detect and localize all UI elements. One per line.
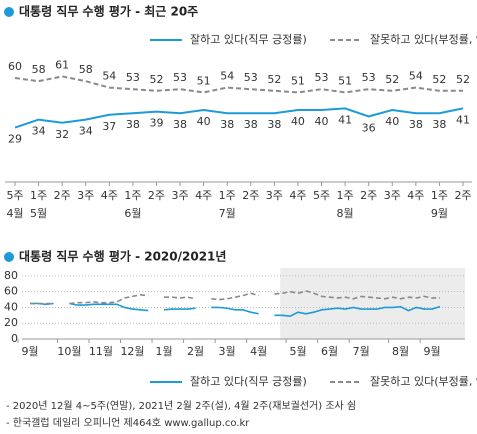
- legend-label: 잘하고 있다(직무 긍정률): [190, 374, 307, 388]
- value-label: 34: [32, 125, 46, 138]
- value-label: 52: [432, 73, 446, 86]
- x-tick-label: 4주: [407, 189, 424, 202]
- x-tick-label: 1주: [30, 189, 47, 202]
- series-line: [14, 75, 463, 94]
- bullet: [4, 7, 14, 17]
- value-label: 29: [8, 133, 22, 146]
- x-tick-label: 8월: [392, 345, 409, 358]
- value-label: 38: [244, 118, 258, 131]
- value-label: 36: [362, 121, 376, 134]
- series-line: [30, 290, 440, 305]
- legend-label: 잘하고 있다(직무 긍정률): [190, 32, 307, 46]
- value-label: 40: [315, 115, 329, 128]
- x-tick-label: 1주: [337, 189, 354, 202]
- value-label: 32: [55, 128, 69, 141]
- value-label: 52: [149, 73, 163, 86]
- y-tick-label: 60: [4, 285, 18, 298]
- value-label: 40: [197, 115, 211, 128]
- series-line: [14, 107, 464, 129]
- x-tick-label: 3주: [266, 189, 283, 202]
- y-tick-label: 0: [11, 332, 18, 345]
- recent-shade: [280, 268, 465, 339]
- value-label: 61: [55, 58, 69, 71]
- x-tick-label: 4주: [289, 189, 306, 202]
- value-label: 51: [338, 74, 352, 87]
- x-tick-label: 6월: [321, 345, 338, 358]
- value-label: 53: [244, 71, 258, 84]
- x-tick-label: 5월: [290, 345, 307, 358]
- value-label: 39: [149, 117, 163, 130]
- value-label: 34: [79, 125, 93, 138]
- x-tick-label: 5주: [313, 189, 330, 202]
- value-label: 38: [432, 118, 446, 131]
- value-label: 41: [456, 113, 470, 126]
- value-label: 52: [385, 73, 399, 86]
- value-label: 54: [409, 70, 423, 83]
- x-tick-label: 2주: [54, 189, 71, 202]
- value-label: 52: [267, 73, 281, 86]
- x-tick-label: 4주: [101, 189, 118, 202]
- value-label: 38: [173, 118, 187, 131]
- value-label: 38: [267, 118, 281, 131]
- value-label: 41: [338, 113, 352, 126]
- month-label: 8월: [337, 207, 354, 220]
- x-tick-label: 11월: [89, 345, 113, 358]
- legend-label: 잘못하고 있다(부정률, %): [370, 32, 477, 46]
- value-label: 58: [32, 63, 46, 76]
- x-tick-label: 3주: [384, 189, 401, 202]
- month-label: 7월: [219, 207, 236, 220]
- value-label: 52: [456, 73, 470, 86]
- value-label: 58: [79, 63, 93, 76]
- x-tick-label: 2주: [242, 189, 259, 202]
- x-tick-label: 9월: [424, 345, 441, 358]
- legend-label: 잘못하고 있다(부정률, %): [370, 374, 477, 388]
- bullet: [4, 252, 14, 262]
- y-tick-label: 20: [4, 316, 18, 329]
- chart-title: 대통령 직무 수행 평가 - 최근 20주: [19, 4, 198, 19]
- x-tick-label: 2주: [454, 189, 471, 202]
- value-label: 54: [220, 70, 234, 83]
- footnote: - 2020년 12월 4~5주(연말), 2021년 2월 2주(설), 4월…: [6, 399, 356, 412]
- value-label: 38: [220, 118, 234, 131]
- x-tick-label: 1주: [124, 189, 141, 202]
- x-tick-label: 3주: [171, 189, 188, 202]
- value-label: 40: [385, 115, 399, 128]
- x-tick-label: 1월: [155, 345, 172, 358]
- month-label: 9월: [431, 207, 448, 220]
- x-tick-label: 3월: [219, 345, 236, 358]
- y-tick-label: 80: [4, 269, 18, 282]
- x-tick-label: 2월: [187, 345, 204, 358]
- value-label: 37: [102, 120, 116, 133]
- value-label: 60: [8, 60, 22, 73]
- value-label: 53: [173, 71, 187, 84]
- chart-title: 대통령 직무 수행 평가 - 2020/2021년: [19, 249, 226, 264]
- x-tick-label: 10월: [57, 345, 81, 358]
- value-label: 38: [409, 118, 423, 131]
- x-tick-label: 7월: [353, 345, 370, 358]
- x-tick-label: 1주: [431, 189, 448, 202]
- month-label: 4월: [6, 207, 23, 220]
- value-label: 40: [291, 115, 305, 128]
- month-label: 6월: [124, 207, 141, 220]
- value-label: 53: [315, 71, 329, 84]
- footnote: - 한국갤럽 데일리 오피니언 제464호 www.gallup.co.kr: [6, 417, 250, 429]
- value-label: 51: [197, 74, 211, 87]
- value-label: 53: [126, 71, 140, 84]
- x-tick-label: 4주: [195, 189, 212, 202]
- value-label: 38: [126, 118, 140, 131]
- x-tick-label: 1주: [219, 189, 236, 202]
- x-tick-label: 2주: [360, 189, 377, 202]
- x-tick-label: 3주: [77, 189, 94, 202]
- x-tick-label: 5주: [6, 189, 23, 202]
- x-tick-label: 2주: [148, 189, 165, 202]
- value-label: 51: [291, 74, 305, 87]
- x-tick-label: 9월: [21, 345, 38, 358]
- x-tick-label: 12월: [120, 345, 144, 358]
- x-tick-label: 4월: [250, 345, 267, 358]
- y-tick-label: 40: [4, 300, 18, 313]
- value-label: 54: [102, 70, 116, 83]
- value-label: 53: [362, 71, 376, 84]
- month-label: 5월: [30, 207, 47, 220]
